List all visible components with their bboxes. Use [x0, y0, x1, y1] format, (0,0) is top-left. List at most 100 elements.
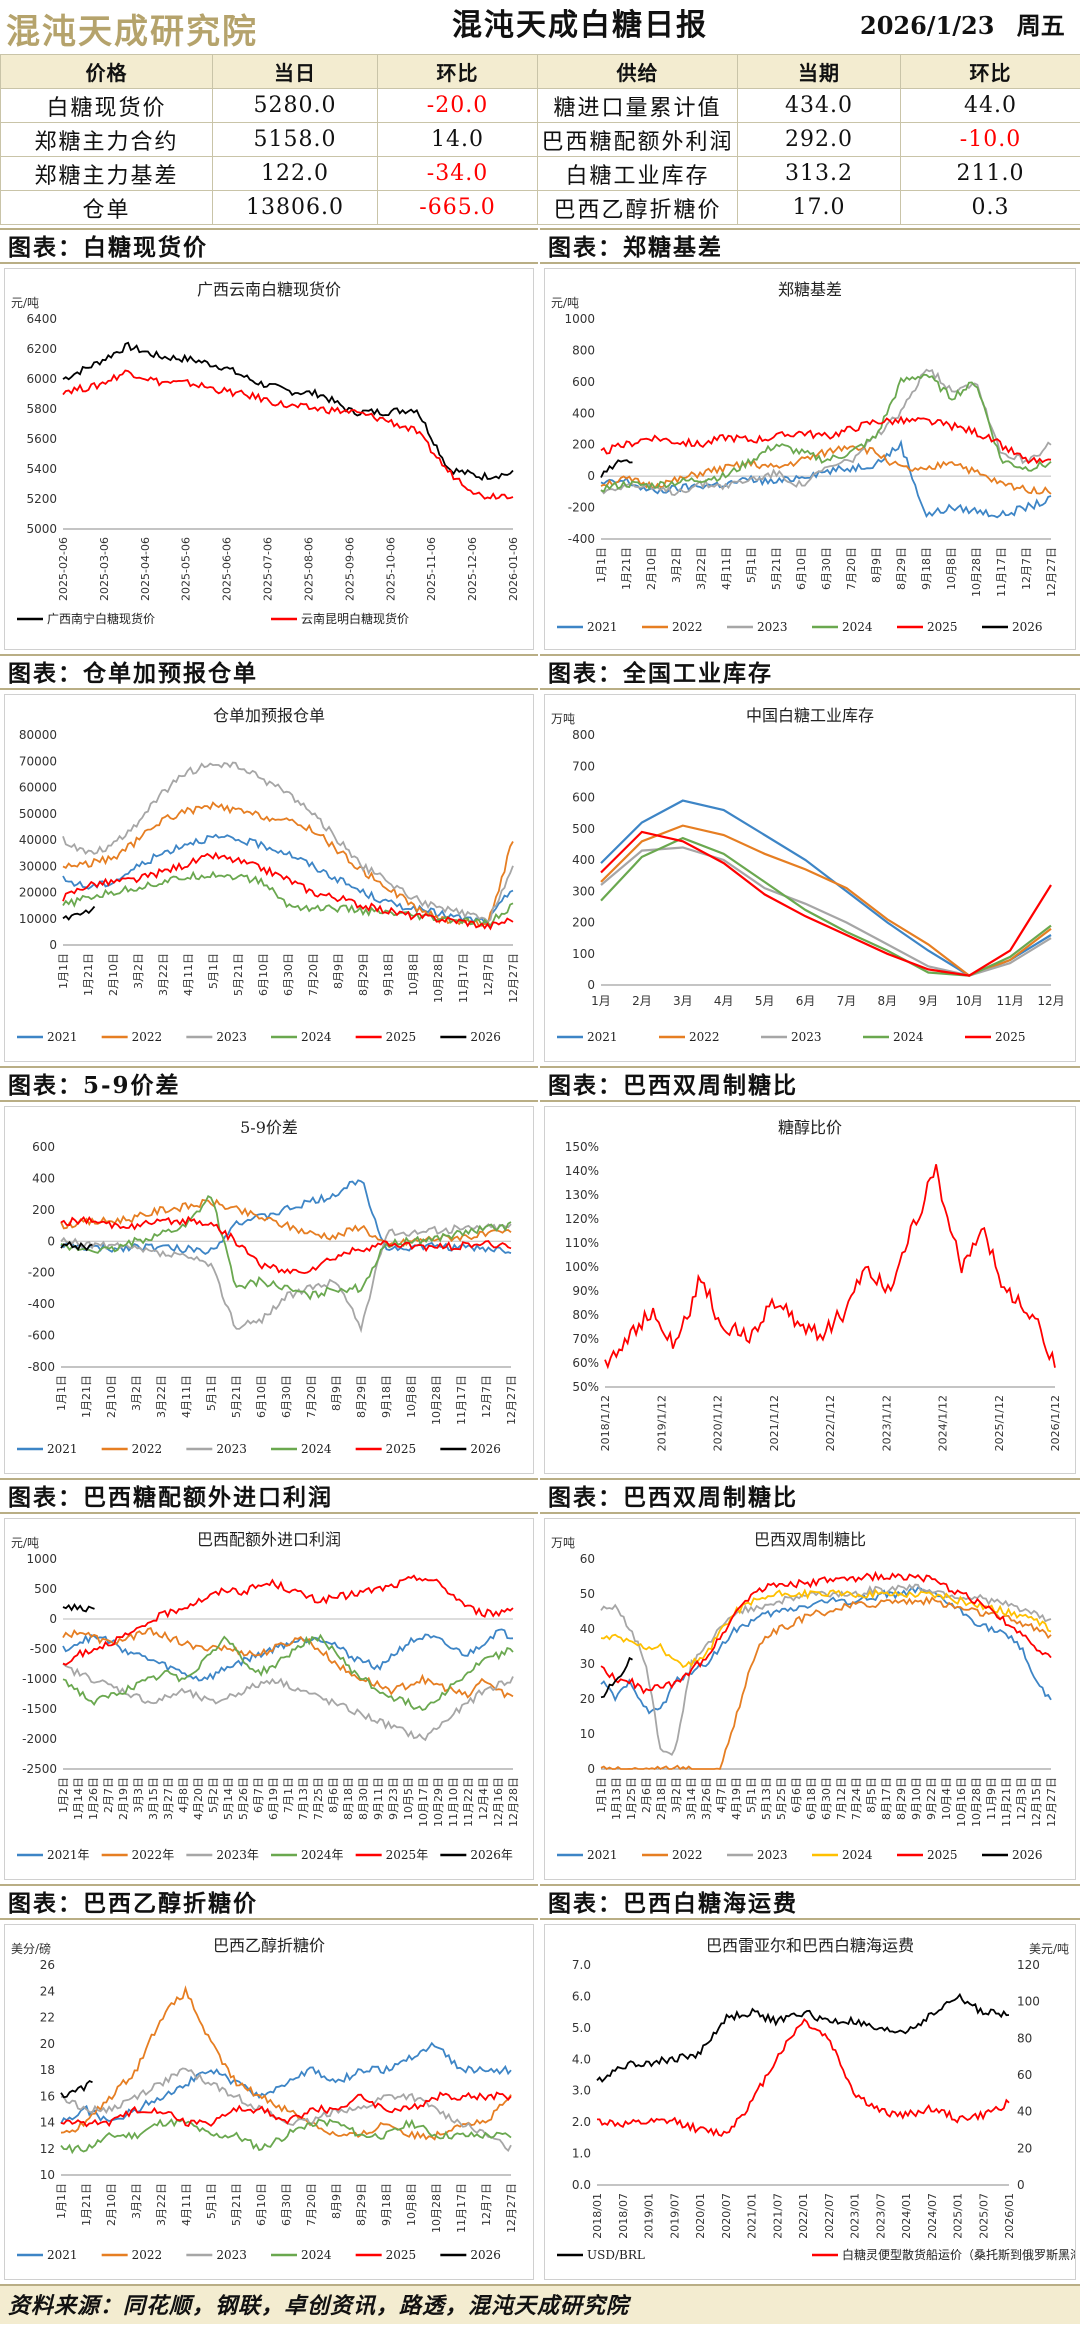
y-tick-label: 20: [580, 1692, 595, 1706]
x-tick-label: 4月20日: [192, 1777, 205, 1820]
x-tick-label: 12月15日: [1030, 1777, 1043, 1827]
x-tick-label: 12月7日: [1020, 547, 1033, 590]
x-tick-label: 11月17日: [455, 1375, 468, 1425]
x-tick-label: 2月: [632, 994, 652, 1008]
row-value: 17.0: [738, 191, 901, 225]
y-tick-label: 0: [47, 1234, 55, 1248]
x-tick-label: 1月14日: [72, 1777, 85, 1820]
x-tick-label: 7月12日: [835, 1777, 848, 1820]
y-tick-label: 6.0: [572, 1989, 591, 2003]
x-tick-label: 5月21日: [230, 2183, 243, 2226]
row-label: 巴西乙醇折糖价: [538, 191, 738, 225]
x-tick-label: 11月9日: [985, 1777, 998, 1820]
chart-svg-warrant: 仓单加预报仓单010000200003000040000500006000070…: [5, 695, 533, 1061]
x-tick-label: 2021/07: [771, 2193, 784, 2239]
section-title-warrant: 图表：仓单加预报仓单: [0, 654, 538, 690]
y-tick-label: 800: [572, 343, 595, 357]
legend-label: 2022: [672, 1848, 703, 1862]
legend-label: 2022: [132, 2248, 163, 2262]
legend-label: 2025: [927, 620, 958, 634]
legend-label: 2024: [842, 1848, 873, 1862]
x-tick-label: 1月26日: [87, 1777, 100, 1820]
series-line-2023年: [63, 1664, 513, 1740]
x-tick-label: 9月11日: [372, 1777, 385, 1820]
y-axis-label: 万吨: [551, 1536, 575, 1550]
header-cell: 当日: [213, 55, 378, 89]
x-tick-label: 2月10日: [105, 1375, 118, 1418]
y-tick-label: 400: [32, 1171, 55, 1185]
table-row: 仓单 13806.0 -665.0 巴西乙醇折糖价 17.0 0.3: [1, 191, 1080, 225]
chart-svg-sugar_ethanol_ratio: 糖醇比价50%60%70%80%90%100%110%120%130%140%1…: [545, 1107, 1075, 1473]
y-tick-label: -200: [28, 1266, 55, 1280]
x-tick-label: 12月27日: [1045, 1777, 1058, 1827]
legend-label: 2026年: [470, 1848, 513, 1862]
series-line-2022: [63, 803, 513, 927]
x-tick-label: 2月10日: [107, 953, 120, 996]
series-line-USD/BRL: [597, 1995, 1009, 2082]
x-tick-label: 5月: [755, 994, 775, 1008]
x-tick-label: 10月8日: [945, 547, 958, 590]
row-change: -10.0: [901, 123, 1080, 157]
legend-label: 2023: [216, 1030, 247, 1044]
legend-label: 2022: [672, 620, 703, 634]
legend-label: 2021: [47, 2248, 78, 2262]
legend-label: 2026: [470, 1030, 501, 1044]
series-line-2025年: [63, 1576, 513, 1665]
x-tick-label: 4月19日: [730, 1777, 743, 1820]
y-tick-label: 4.0: [572, 2052, 591, 2066]
x-tick-label: 2019/1/12: [655, 1395, 668, 1451]
x-tick-label: 9月22日: [925, 1777, 938, 1820]
x-tick-label: 3月15日: [147, 1777, 160, 1820]
x-tick-label: 6月10日: [255, 2183, 268, 2226]
y-tick-label: -2500: [22, 1762, 57, 1776]
y-tick-label: 30: [580, 1657, 595, 1671]
chart-title: 广西云南白糖现货价: [197, 280, 341, 299]
x-tick-label: 6月30日: [280, 2183, 293, 2226]
x-tick-label: 8月: [878, 994, 898, 1008]
x-tick-label: 8月9日: [330, 1375, 343, 1411]
x-tick-label: 2026-01-06: [507, 537, 520, 601]
y-tick-label: 7.0: [572, 1958, 591, 1972]
y-tick-label: 140%: [565, 1164, 599, 1178]
section-title-ethanol: 图表：巴西乙醇折糖价: [0, 1884, 538, 1920]
series-line-2025: [61, 1217, 511, 1273]
x-tick-label: 2025-07-06: [262, 537, 275, 601]
legend-label: 2021: [587, 620, 618, 634]
legend-label: 2024年: [301, 1848, 344, 1862]
table-row: 郑糖主力合约 5158.0 14.0 巴西糖配额外利润 292.0 -10.0: [1, 123, 1080, 157]
series-line-2024: [63, 872, 513, 925]
legend-label: 2024: [842, 620, 873, 634]
x-tick-label: 4月: [714, 994, 734, 1008]
x-tick-label: 2025-12-06: [466, 537, 479, 601]
y-tick-label: 0: [49, 1612, 57, 1626]
x-tick-label: 12月7日: [482, 953, 495, 996]
legend-label: 2025: [386, 1442, 417, 1456]
x-tick-label: 10月29日: [432, 1777, 445, 1827]
x-tick-label: 1月25日: [625, 1777, 638, 1820]
x-tick-label: 2019/07: [668, 2193, 681, 2239]
series-line-白糖灵便型散货船运价（桑托斯到俄罗斯黑海，右轴）: [597, 2019, 1009, 2135]
x-tick-label: 6月6日: [790, 1777, 803, 1813]
row-change: -665.0: [378, 191, 538, 225]
y-tick-label: -2000: [22, 1732, 57, 1746]
y-tick-label: 5600: [26, 432, 57, 446]
x-tick-label: 5月21日: [770, 547, 783, 590]
x-tick-label: 10月5日: [402, 1777, 415, 1820]
y-tick-label: 3.0: [572, 2084, 591, 2098]
y-tick-label: 14: [40, 2116, 55, 2130]
x-tick-label: 3月2日: [130, 2183, 143, 2219]
chart-title: 郑糖基差: [778, 280, 842, 299]
y-tick-label: 400: [572, 406, 595, 420]
y-tick-label: 5000: [26, 522, 57, 536]
x-tick-label: 6月7日: [252, 1777, 265, 1813]
x-tick-label: 2025-10-06: [384, 537, 397, 601]
x-tick-label: 2月6日: [640, 1777, 653, 1813]
x-tick-label: 2019/01: [643, 2193, 656, 2239]
y-tick-label: 700: [572, 759, 595, 773]
x-tick-label: 9月23日: [387, 1777, 400, 1820]
x-tick-label: 10月28日: [430, 2183, 443, 2233]
x-tick-label: 2023/01: [849, 2193, 862, 2239]
